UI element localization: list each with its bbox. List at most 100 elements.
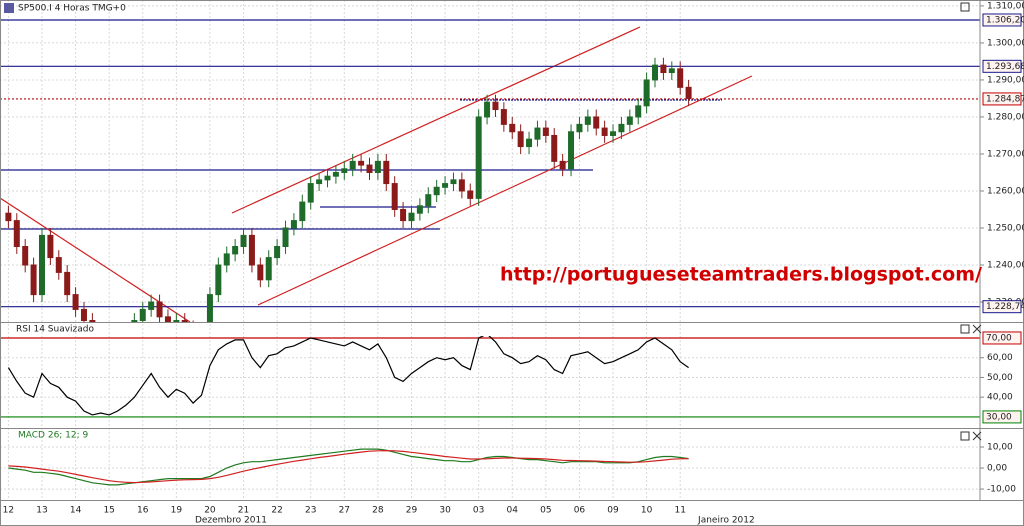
candle-body <box>584 116 591 125</box>
candle-body <box>660 64 667 74</box>
candle-body <box>416 205 423 214</box>
level-label: 1.293,68 <box>986 62 1024 72</box>
candle-body <box>442 183 449 188</box>
y-tick-label: 1.260,00 <box>987 186 1024 196</box>
level-label: 1.228,74 <box>986 302 1024 312</box>
level-box <box>982 13 1022 27</box>
x-tick-label: 16 <box>137 506 149 516</box>
x-tick-label: 30 <box>439 506 451 516</box>
candle-body <box>559 160 566 170</box>
candle-body <box>173 320 180 322</box>
panel-title: SP500.I 4 Horas TMG+0 <box>18 4 126 14</box>
candle-body <box>215 264 222 296</box>
candle-body <box>643 79 650 107</box>
candle-body <box>341 168 348 173</box>
candle-body <box>526 138 533 148</box>
close-button[interactable] <box>972 324 982 334</box>
level-box <box>982 331 1022 345</box>
candle-body <box>248 234 255 266</box>
marks-layer <box>0 19 980 486</box>
month-label: Janeiro 2012 <box>697 516 755 526</box>
candle-body <box>500 109 507 125</box>
channel-line <box>257 75 753 306</box>
x-tick-label: 11 <box>674 506 685 516</box>
indicator-line <box>8 449 689 484</box>
panel-marks <box>0 19 980 322</box>
maximize-button[interactable] <box>960 324 970 334</box>
y-tick-label: 0,00 <box>987 464 1007 474</box>
candle-body <box>374 160 381 173</box>
candle-body <box>551 134 558 162</box>
candle-body <box>282 227 289 247</box>
watermark-url: http://portugueseteamtraders.blogspot.co… <box>500 264 982 286</box>
candle-body <box>156 301 163 318</box>
candle-body <box>181 320 188 322</box>
candle-body <box>610 131 617 136</box>
labels-layer: 12 13 14 15 16 19 20 21 22 23 27 28 29 30 03 04 05 06 09 10… <box>3 1 1024 525</box>
candle-body <box>72 294 79 310</box>
candle-body <box>13 220 20 247</box>
trend-line <box>0 197 191 322</box>
candle-body <box>223 253 230 266</box>
indicator-line <box>8 448 689 486</box>
candle-body <box>593 116 600 129</box>
candle-body <box>324 175 331 181</box>
candle-body <box>232 245 239 255</box>
candle-body <box>677 68 684 88</box>
candle-body <box>685 86 692 99</box>
x-tick-label: 28 <box>372 506 384 516</box>
candle-body <box>316 179 323 185</box>
candle-body <box>358 160 365 166</box>
candle-body <box>257 264 264 281</box>
candle-body <box>64 271 71 296</box>
candle-body <box>89 320 96 322</box>
candle-body <box>484 101 491 118</box>
level-box <box>982 92 1022 106</box>
candle-body <box>534 127 541 140</box>
y-tick-label: -10,00 <box>987 485 1016 495</box>
candle-body <box>492 101 499 111</box>
y-tick-label: 1.270,00 <box>987 149 1024 159</box>
x-tick-label: 21 <box>238 506 249 516</box>
candle-body <box>139 308 146 322</box>
candle-body <box>509 123 516 133</box>
x-tick-label: 29 <box>406 506 418 516</box>
drawings <box>0 26 753 322</box>
close-button[interactable] <box>972 431 982 441</box>
candle-body <box>475 116 482 199</box>
candle-body <box>206 294 213 322</box>
x-tick-label: 05 <box>540 506 551 516</box>
candle-body <box>425 194 432 207</box>
candle-body <box>131 320 138 322</box>
candle-body <box>55 257 62 273</box>
candle-body <box>47 234 54 259</box>
y-tick-label: 1.280,00 <box>987 112 1024 122</box>
maximize-button[interactable] <box>960 2 970 12</box>
candle-body <box>299 201 306 222</box>
panel-marks <box>0 336 980 418</box>
candle-body <box>22 245 29 266</box>
candle-body <box>576 123 583 133</box>
candle-body <box>38 234 45 296</box>
candle-body <box>366 164 373 173</box>
candle-body <box>383 160 390 185</box>
candle-body <box>400 208 407 222</box>
x-tick-label: 19 <box>171 506 183 516</box>
panel-title: MACD 26; 12; 9 <box>18 431 89 441</box>
level-label: 1.306,20 <box>986 15 1024 25</box>
candle-body <box>307 183 314 203</box>
y-tick-label: 1.250,00 <box>987 223 1024 233</box>
x-tick-label: 14 <box>70 506 82 516</box>
x-tick-label: 06 <box>574 506 586 516</box>
candle-body <box>391 183 398 210</box>
candle-body <box>290 220 297 229</box>
x-tick-label: 23 <box>305 506 316 516</box>
candle-body <box>265 257 272 281</box>
candle-body <box>408 212 415 222</box>
maximize-button[interactable] <box>960 431 970 441</box>
candle-body <box>652 64 659 81</box>
candle-body <box>80 308 87 322</box>
x-tick-label: 13 <box>36 506 47 516</box>
